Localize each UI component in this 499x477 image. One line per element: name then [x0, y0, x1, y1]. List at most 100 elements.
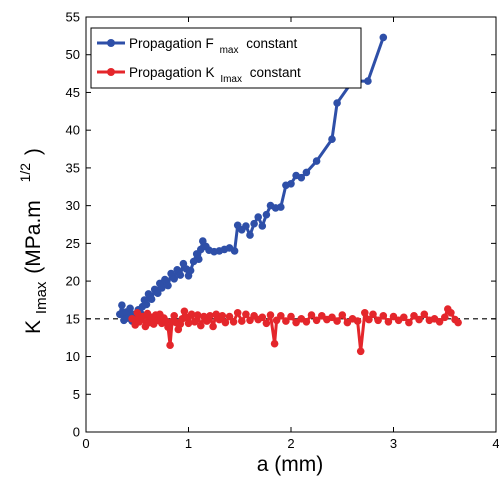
legend-marker-blue — [107, 39, 115, 47]
data-point — [158, 284, 166, 292]
x-tick-label: 1 — [185, 436, 192, 451]
data-point — [338, 311, 347, 319]
data-point — [206, 312, 214, 320]
x-tick-label: 2 — [287, 436, 294, 451]
data-point — [287, 312, 295, 321]
data-point — [369, 310, 377, 319]
data-point — [190, 318, 199, 326]
data-point — [147, 295, 156, 304]
data-point — [277, 312, 285, 320]
data-point — [270, 339, 279, 348]
data-point — [225, 312, 234, 321]
data-point — [312, 316, 321, 325]
data-point — [379, 312, 388, 320]
data-point — [333, 99, 341, 107]
data-point — [384, 318, 393, 326]
data-point — [292, 318, 300, 327]
data-point — [162, 317, 170, 325]
data-point — [302, 318, 311, 326]
data-point — [374, 316, 382, 325]
y-tick-label: 30 — [66, 198, 80, 213]
y-tick-label: 20 — [66, 274, 80, 289]
data-point — [221, 318, 230, 327]
data-point — [187, 310, 196, 319]
legend-box — [90, 27, 362, 89]
x-axis-title: a (mm) — [257, 453, 324, 476]
data-point — [186, 266, 195, 275]
x-tick-label: 3 — [390, 436, 397, 451]
data-point — [218, 312, 227, 320]
data-point — [258, 222, 267, 230]
data-point — [250, 219, 258, 228]
legend-item-blue: Propagation F max constant — [97, 36, 298, 56]
y-tick-label: 25 — [66, 236, 80, 251]
data-point — [297, 173, 306, 182]
data-point — [420, 310, 429, 319]
y-tick-label: 50 — [66, 47, 80, 62]
data-point — [246, 231, 254, 239]
data-point — [184, 319, 193, 328]
data-point — [233, 309, 242, 317]
data-point — [176, 271, 185, 279]
data-point — [447, 309, 455, 317]
series-red — [128, 305, 462, 356]
data-point — [170, 312, 178, 320]
data-point — [302, 168, 311, 177]
data-point — [277, 203, 285, 211]
data-point — [193, 311, 202, 319]
data-point — [197, 321, 205, 330]
data-point — [242, 310, 250, 319]
legend-label-blue: Propagation F max constant — [129, 36, 298, 56]
y-axis-title: K Imax (MPa.m 1/2 ) — [12, 148, 51, 334]
data-point — [242, 222, 250, 230]
y-tick-label: 10 — [66, 349, 80, 364]
legend-marker-red — [107, 68, 115, 76]
data-point — [118, 301, 126, 310]
data-point — [254, 213, 262, 221]
data-point — [258, 313, 267, 322]
y-tick-label: 40 — [66, 123, 80, 138]
data-point — [209, 322, 217, 331]
data-point — [287, 180, 295, 188]
data-point — [170, 275, 178, 283]
data-point — [307, 311, 316, 319]
data-point — [364, 77, 372, 85]
data-point — [328, 135, 336, 143]
data-point — [180, 307, 189, 316]
data-point — [379, 33, 388, 42]
data-point — [312, 157, 321, 165]
data-point — [195, 255, 203, 263]
y-tick-label: 0 — [73, 425, 80, 440]
data-point — [333, 317, 341, 325]
data-point — [230, 247, 239, 255]
data-point — [365, 315, 373, 324]
y-tick-label: 5 — [73, 387, 80, 402]
y-tick-label: 15 — [66, 311, 80, 326]
data-point — [126, 304, 134, 313]
data-point — [154, 289, 162, 298]
data-point — [128, 315, 136, 323]
data-point — [454, 318, 462, 327]
data-point — [266, 311, 275, 319]
data-point — [400, 313, 408, 322]
x-tick-label: 4 — [492, 436, 499, 451]
data-point — [166, 341, 174, 350]
data-point — [238, 317, 246, 325]
data-point — [361, 309, 369, 317]
data-point — [356, 347, 365, 356]
y-tick-label: 55 — [66, 10, 80, 25]
data-point — [353, 317, 362, 325]
data-point — [116, 310, 124, 319]
data-point — [262, 319, 271, 328]
data-point — [441, 313, 449, 322]
x-tick-label: 0 — [82, 436, 89, 451]
data-point — [142, 300, 151, 309]
y-tick-label: 45 — [66, 85, 80, 100]
data-point — [161, 275, 169, 284]
legend-item-red: Propagation K Imax constant — [97, 65, 301, 85]
data-point — [435, 318, 444, 326]
data-point — [282, 317, 290, 325]
legend-label-red: Propagation K Imax constant — [129, 65, 301, 85]
data-point — [405, 318, 413, 327]
